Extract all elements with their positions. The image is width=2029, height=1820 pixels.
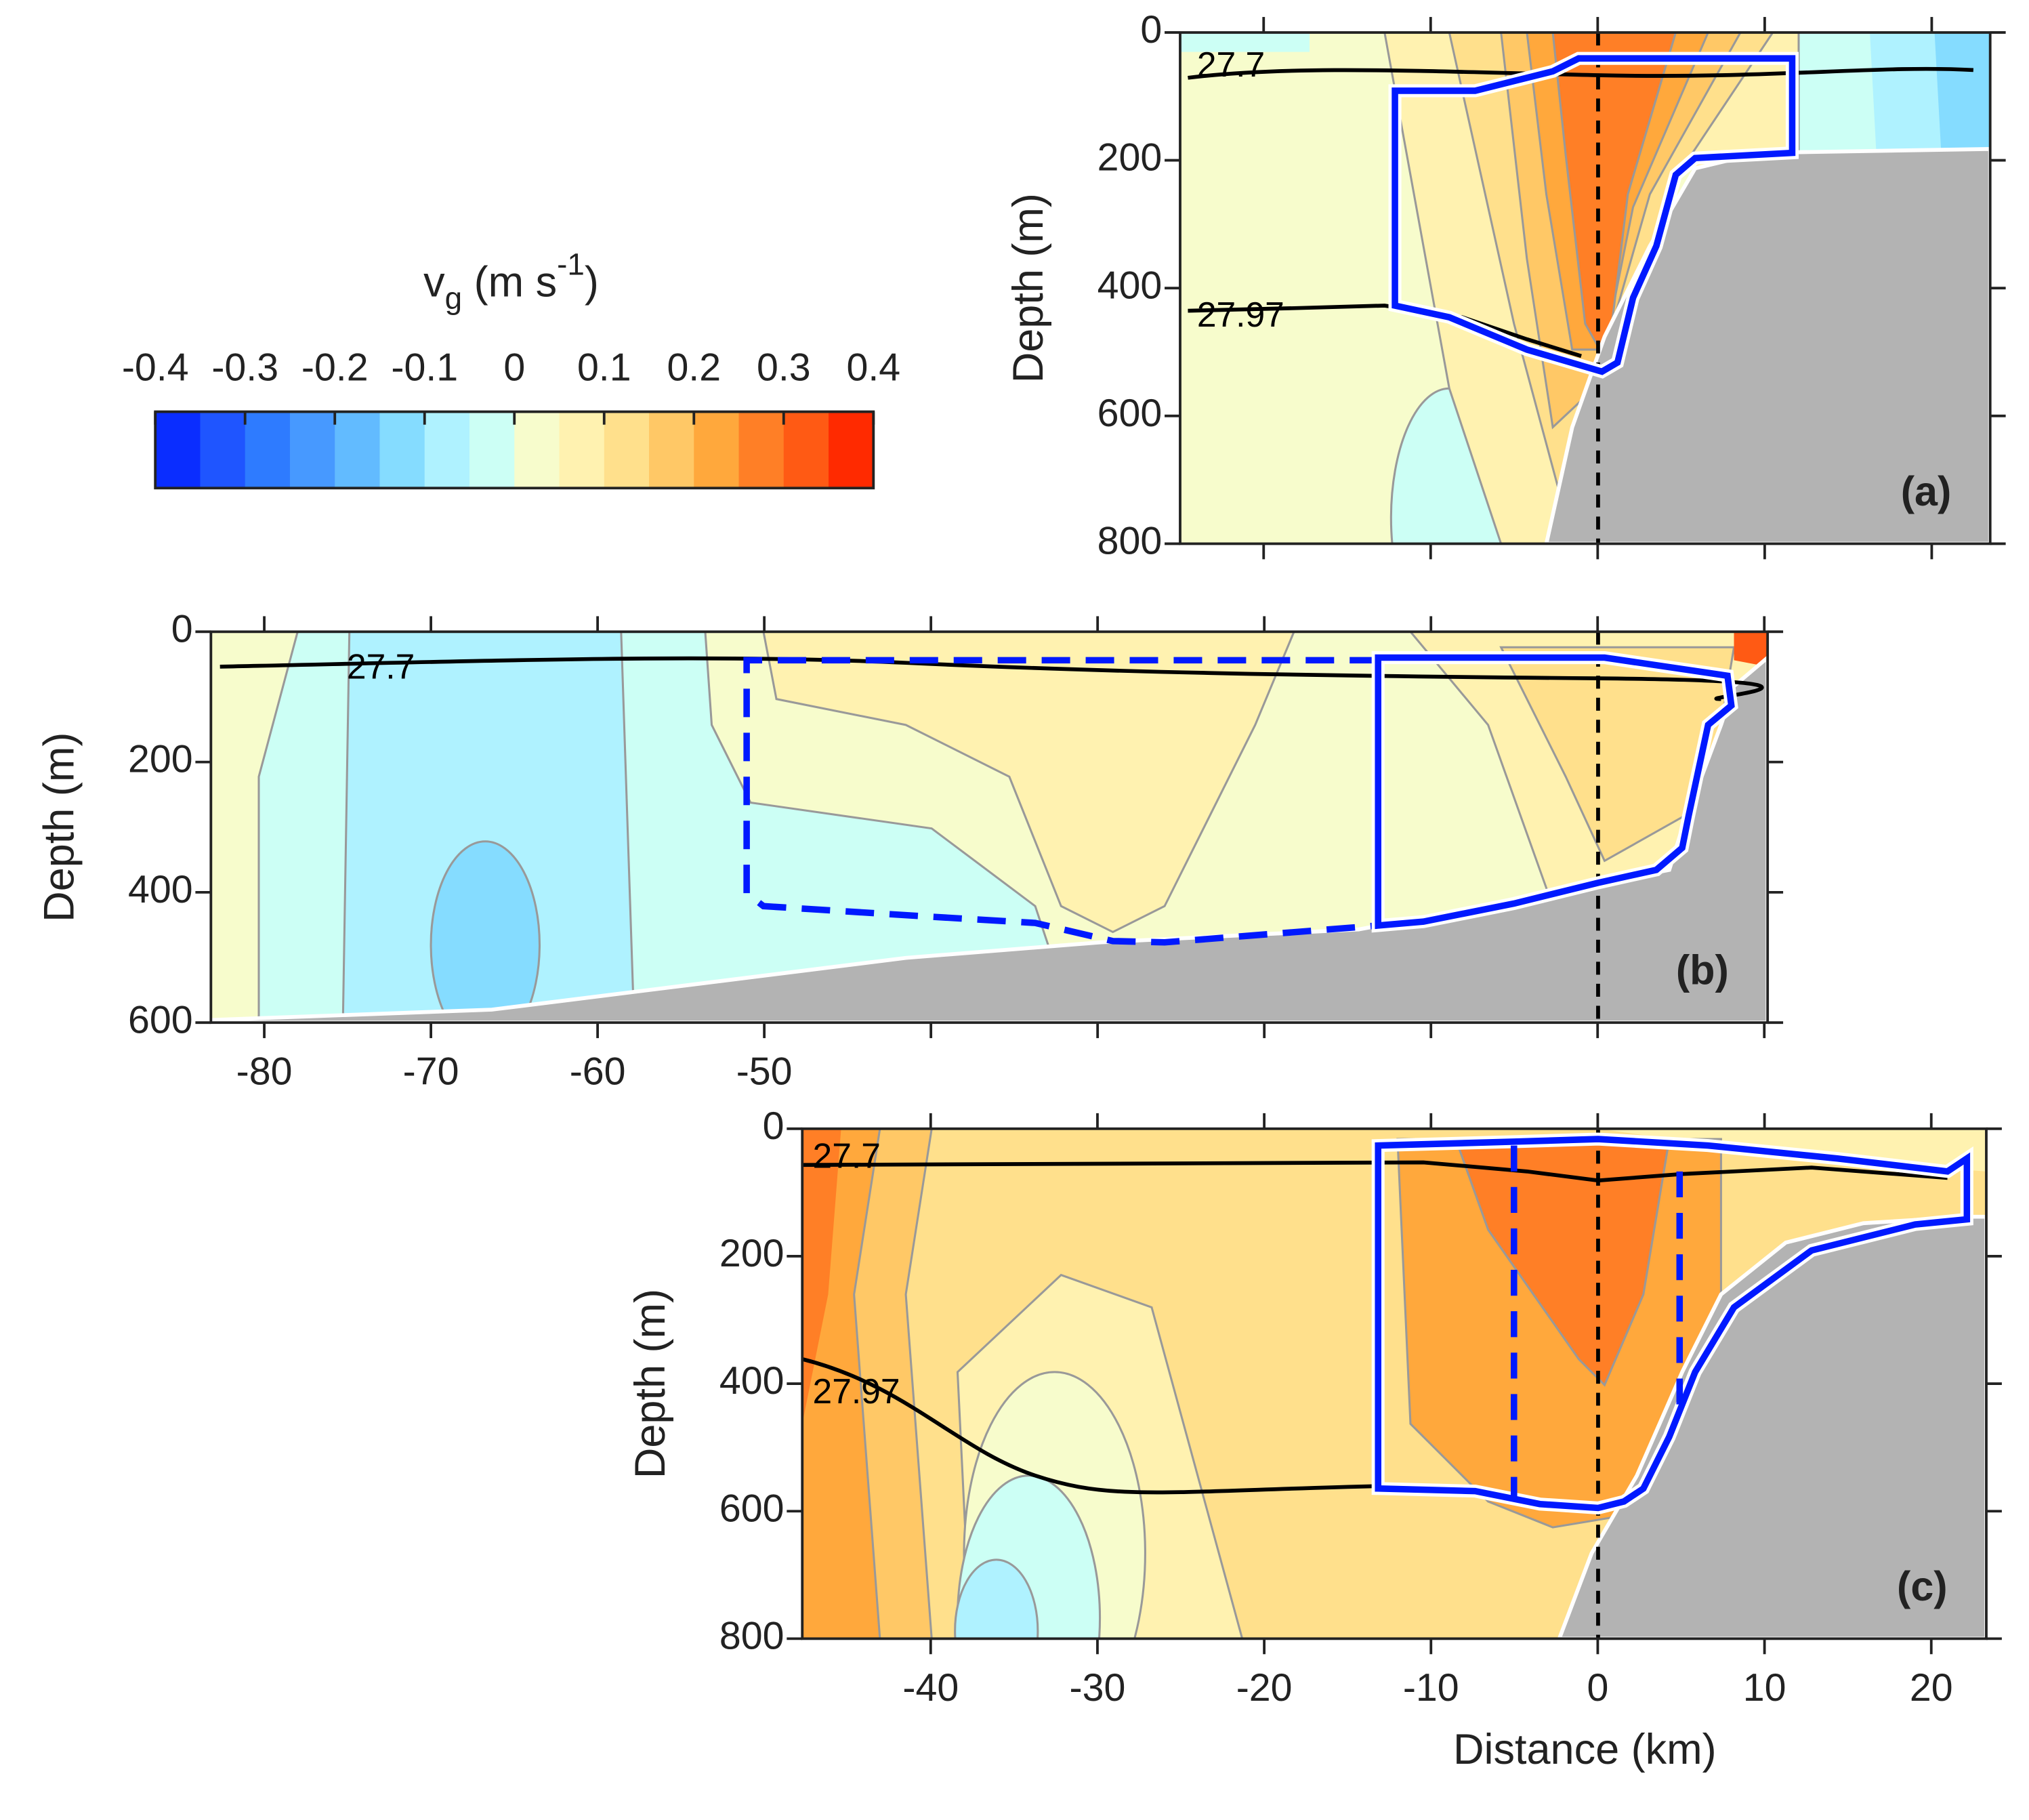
y-tick-label: 0 (763, 1104, 785, 1148)
colorbar-cell (379, 411, 425, 489)
colorbar-title: vg (m s-1) (423, 247, 599, 316)
isopycnal-label: 27.7 (1197, 45, 1265, 84)
x-tick-label: -10 (1403, 1666, 1459, 1710)
y-tick-label: 0 (171, 607, 193, 650)
x-tick-label: -50 (736, 1050, 793, 1094)
panel-label: (a) (1901, 468, 1952, 514)
isopycnal-label: 27.7 (347, 646, 415, 686)
x-axis-label: Distance (km) (1453, 1726, 1717, 1773)
colorbar-tick-label: 0.1 (577, 346, 631, 390)
colorbar-cell (604, 411, 650, 489)
colorbar-cell (245, 411, 291, 489)
colorbar-cell (289, 411, 336, 489)
colorbar-cell (649, 411, 695, 489)
x-tick-label: -30 (1070, 1666, 1126, 1710)
colorbar-cell (335, 411, 381, 489)
y-tick-label: 600 (1097, 392, 1163, 435)
y-tick-label: 400 (128, 868, 193, 911)
colorbar-tick-label: -0.4 (122, 346, 189, 390)
x-tick-label: 20 (1910, 1666, 1953, 1710)
panel-b-field (211, 632, 1768, 1023)
colorbar-tick-label: -0.2 (301, 346, 369, 390)
isopycnal-label: 27.7 (813, 1136, 881, 1175)
panel-c-field (802, 1128, 1986, 1639)
colorbar-tick-label: -0.3 (211, 346, 278, 390)
colorbar-cell (738, 411, 785, 489)
x-tick-label: -70 (403, 1050, 459, 1094)
x-tick-label: -80 (236, 1050, 293, 1094)
y-tick-label: 600 (719, 1487, 785, 1530)
y-tick-label: 200 (1097, 136, 1163, 180)
colorbar-title-part: (m s (462, 258, 557, 306)
colorbar-tick-label: 0.4 (846, 346, 900, 390)
colorbar-title-part: -1 (557, 247, 585, 282)
y-tick-label: 800 (1097, 520, 1163, 563)
x-tick-label: 0 (1587, 1666, 1608, 1710)
colorbar-tick-label: -0.1 (391, 346, 458, 390)
axes-frame (209, 630, 1770, 1025)
x-tick-label: 10 (1743, 1666, 1786, 1710)
x-tick-label: -40 (902, 1666, 959, 1710)
colorbar-cell (200, 411, 246, 489)
isopycnal-label: 27.97 (1197, 295, 1284, 334)
colorbar-title-part: v (423, 258, 445, 306)
y-tick-label: 800 (719, 1615, 785, 1658)
colorbar-cell (514, 411, 560, 489)
y-tick-label: 200 (128, 738, 193, 781)
panel-label: (b) (1676, 947, 1729, 993)
y-axis-label: Depth (m) (35, 732, 83, 922)
colorbar-cell (783, 411, 830, 489)
colorbar-tick-label: 0 (503, 346, 525, 390)
x-tick-label: -20 (1236, 1666, 1293, 1710)
colorbar-cell (469, 411, 516, 489)
y-tick-label: 400 (1097, 264, 1163, 307)
colorbar-cell (559, 411, 605, 489)
isopycnal-label: 27.97 (813, 1371, 900, 1411)
y-tick-label: 0 (1140, 8, 1162, 51)
panel-a-field (1179, 32, 1990, 544)
x-tick-label: -60 (570, 1050, 626, 1094)
colorbar-cell (424, 411, 470, 489)
colorbar-cell (155, 411, 201, 489)
colorbar-tick-label: 0.3 (757, 346, 811, 390)
y-tick-label: 400 (719, 1359, 785, 1403)
panel-label: (c) (1897, 1563, 1948, 1609)
y-axis-label: Depth (m) (1005, 193, 1052, 383)
y-tick-label: 200 (719, 1232, 785, 1275)
colorbar-title-part: g (445, 281, 463, 315)
colorbar-tick-label: 0.2 (667, 346, 721, 390)
colorbar-title-part: ) (585, 258, 599, 306)
y-axis-label: Depth (m) (627, 1289, 674, 1478)
y-tick-label: 600 (128, 998, 193, 1041)
colorbar-cell (829, 411, 875, 489)
colorbar-cell (694, 411, 740, 489)
